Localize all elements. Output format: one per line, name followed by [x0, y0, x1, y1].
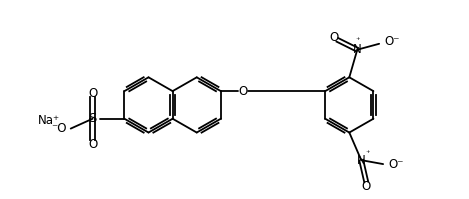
Text: S: S — [89, 112, 97, 125]
Text: ⁻O: ⁻O — [51, 122, 67, 135]
Text: O: O — [330, 31, 339, 44]
Text: O: O — [238, 85, 247, 98]
Text: O⁻: O⁻ — [388, 158, 404, 171]
Text: N: N — [353, 43, 362, 56]
Text: O: O — [88, 138, 97, 151]
Text: ⁺: ⁺ — [355, 36, 360, 45]
Text: Na⁺: Na⁺ — [38, 114, 60, 127]
Text: O⁻: O⁻ — [384, 35, 400, 48]
Text: O: O — [362, 180, 371, 193]
Text: ⁺: ⁺ — [365, 149, 370, 158]
Text: O: O — [88, 87, 97, 100]
Text: N: N — [357, 154, 366, 167]
